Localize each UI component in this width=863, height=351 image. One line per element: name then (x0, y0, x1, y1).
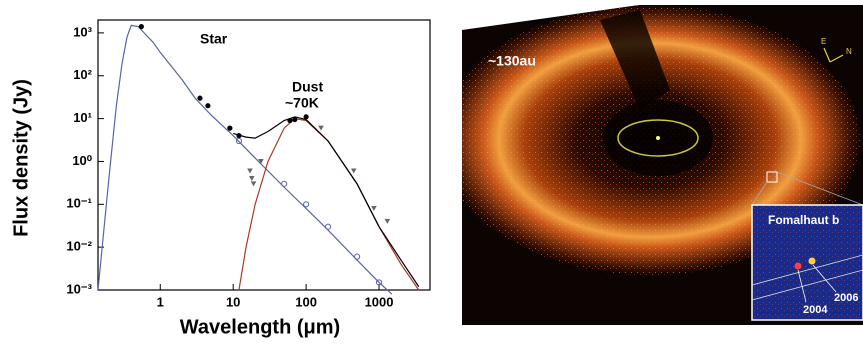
upper-limit (318, 125, 324, 131)
annotation: Dust (292, 79, 323, 95)
x-tick-label: 100 (295, 294, 317, 309)
upper-limit (350, 168, 357, 174)
data-point (138, 24, 144, 30)
star-dot (656, 136, 660, 140)
sed-curve (238, 117, 420, 291)
y-tick-label: 10³ (73, 24, 92, 39)
sed-curve (97, 24, 393, 295)
data-point (236, 133, 242, 139)
epoch-label: 2004 (803, 304, 828, 316)
sed-curve (233, 116, 420, 287)
data-point (281, 180, 288, 187)
data-point (375, 279, 383, 286)
orbit-line (751, 254, 863, 286)
data-point (324, 223, 332, 230)
plot-frame (97, 19, 431, 291)
y-tick-label: 10⁻¹ (66, 196, 92, 211)
annotation: ~70K (285, 95, 319, 111)
upper-limit (258, 158, 264, 164)
upper-limit (247, 168, 253, 174)
compass-arrow (829, 54, 844, 63)
y-tick-label: 10⁻³ (66, 281, 92, 296)
mask-wedge (600, 10, 670, 110)
data-point (292, 116, 298, 123)
data-point (287, 117, 293, 124)
upper-limit (249, 176, 255, 182)
x-axis-label: Wavelength (μm) (180, 316, 340, 338)
data-point (303, 201, 310, 208)
data-point (235, 137, 243, 145)
data-point (205, 103, 211, 109)
inset-texture (753, 206, 863, 319)
inset-title: Fomalhaut b (768, 213, 839, 227)
orbit-line (751, 269, 863, 301)
epoch-label: 2006 (834, 292, 858, 304)
y-tick-label: 10⁻² (66, 239, 92, 254)
star-ellipse (617, 119, 699, 157)
annotation: Star (200, 31, 228, 47)
inset-connector (776, 171, 863, 206)
inset-connector (751, 181, 768, 206)
inset-locator (766, 171, 778, 183)
x-tick-label: 1000 (365, 294, 394, 309)
x-tick-label: 10 (226, 294, 240, 309)
upper-limit (384, 218, 391, 224)
data-point (197, 95, 203, 101)
compass-north: N (846, 47, 852, 56)
x-tick-label: 1 (157, 294, 164, 309)
pointer (812, 264, 837, 293)
compass-east: E (821, 37, 826, 46)
planet-2004 (794, 262, 802, 270)
y-tick-label: 10² (73, 67, 92, 82)
compass-arrow (823, 47, 831, 63)
data-point (227, 125, 233, 131)
data-point (303, 114, 309, 120)
upper-limit (371, 205, 377, 211)
upper-limit (250, 181, 257, 187)
y-tick-label: 10⁰ (72, 153, 92, 168)
pointer (797, 269, 807, 303)
y-tick-label: 10¹ (73, 110, 92, 125)
y-axis-label: Flux density (Jy) (10, 79, 32, 237)
image-panel: Fomalhaut b 2004 2006 ~130au E N (462, 5, 863, 325)
planet-2006 (808, 257, 816, 265)
data-point (353, 253, 361, 260)
scale-label: ~130au (488, 53, 536, 69)
